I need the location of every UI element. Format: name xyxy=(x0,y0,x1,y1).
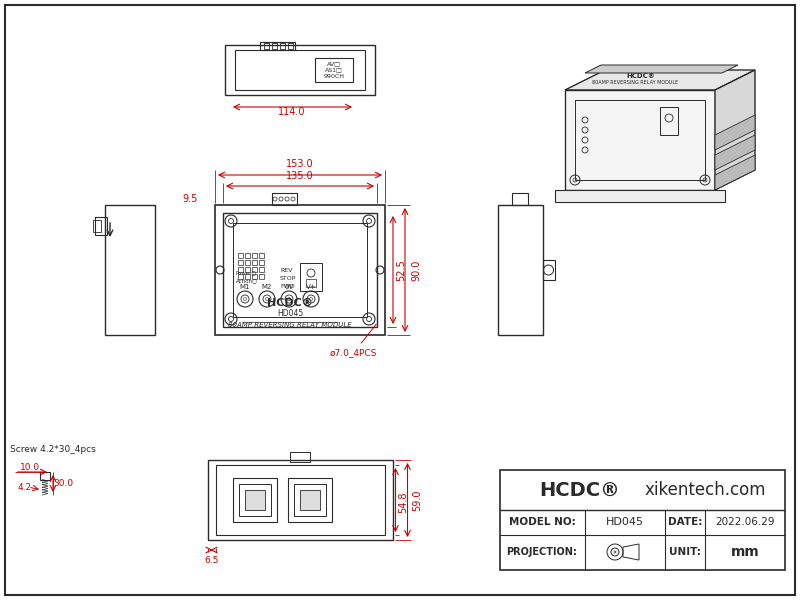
Text: 54.8: 54.8 xyxy=(398,491,409,513)
Bar xyxy=(288,43,293,49)
Text: HD045: HD045 xyxy=(606,517,644,527)
Text: 6.5: 6.5 xyxy=(204,556,218,565)
Text: REV: REV xyxy=(280,268,292,272)
Bar xyxy=(245,490,265,510)
Bar xyxy=(259,267,264,272)
Text: 114.0: 114.0 xyxy=(278,107,306,117)
Bar xyxy=(500,470,785,570)
Bar xyxy=(660,107,678,135)
Text: Screw 4.2*30_4pcs: Screw 4.2*30_4pcs xyxy=(10,445,96,455)
Polygon shape xyxy=(555,190,725,202)
Text: M2: M2 xyxy=(262,284,272,290)
Bar xyxy=(290,452,310,462)
Bar xyxy=(252,267,257,272)
Text: M1: M1 xyxy=(240,284,250,290)
Bar xyxy=(40,472,50,480)
Bar xyxy=(272,43,277,49)
Bar xyxy=(238,260,243,265)
Bar xyxy=(233,223,367,317)
Text: AS1□: AS1□ xyxy=(325,67,343,73)
Bar xyxy=(300,490,320,510)
Text: HCDC®: HCDC® xyxy=(539,481,620,499)
Polygon shape xyxy=(715,135,755,170)
Bar xyxy=(272,193,297,205)
Bar xyxy=(95,217,107,235)
Text: 90.0: 90.0 xyxy=(411,259,421,281)
Bar xyxy=(105,205,155,335)
Bar xyxy=(259,260,264,265)
Text: 59.0: 59.0 xyxy=(413,489,422,511)
Bar xyxy=(512,193,528,205)
Bar xyxy=(93,220,101,232)
Text: 2022.06.29: 2022.06.29 xyxy=(715,517,774,527)
Polygon shape xyxy=(715,155,755,190)
Text: 4.2: 4.2 xyxy=(18,482,32,491)
Bar xyxy=(300,263,322,291)
Bar xyxy=(252,260,257,265)
Text: HCDC®: HCDC® xyxy=(626,73,655,79)
Polygon shape xyxy=(715,115,755,150)
Bar xyxy=(238,267,243,272)
Text: HD045: HD045 xyxy=(277,308,303,317)
Text: AV□: AV□ xyxy=(327,61,341,67)
Bar xyxy=(207,460,393,540)
Bar xyxy=(245,260,250,265)
Polygon shape xyxy=(565,70,755,90)
Bar xyxy=(498,205,542,335)
Text: 9.5: 9.5 xyxy=(182,194,198,204)
Bar xyxy=(252,274,257,279)
Bar xyxy=(245,274,250,279)
Text: STOP: STOP xyxy=(280,275,296,280)
Bar xyxy=(215,465,385,535)
Bar xyxy=(315,58,353,82)
Bar xyxy=(575,100,705,180)
Bar xyxy=(306,279,316,287)
Bar xyxy=(245,253,250,258)
Bar xyxy=(260,42,295,50)
Text: 80AMP REVERSING RELAY MODULE: 80AMP REVERSING RELAY MODULE xyxy=(228,322,352,328)
Bar xyxy=(264,43,269,49)
Text: Action○: Action○ xyxy=(236,278,258,283)
Text: DATE:: DATE: xyxy=(668,517,702,527)
Polygon shape xyxy=(585,65,738,73)
Text: FWD: FWD xyxy=(280,283,294,289)
Text: 10.0: 10.0 xyxy=(20,463,40,472)
Text: 80AMP REVERSING RELAY MODULE: 80AMP REVERSING RELAY MODULE xyxy=(592,79,678,85)
Polygon shape xyxy=(715,70,755,190)
Bar xyxy=(223,213,377,327)
Bar xyxy=(245,267,250,272)
Bar xyxy=(259,253,264,258)
Text: mm: mm xyxy=(730,545,759,559)
Text: 153.0: 153.0 xyxy=(286,159,314,169)
Text: V+: V+ xyxy=(306,284,316,290)
Text: HCDC®: HCDC® xyxy=(267,298,313,308)
Text: Power○: Power○ xyxy=(236,271,258,275)
Bar xyxy=(225,45,375,95)
Text: 30.0: 30.0 xyxy=(53,479,73,488)
Polygon shape xyxy=(565,90,715,190)
Bar xyxy=(239,484,271,516)
Text: PROJECTION:: PROJECTION: xyxy=(506,547,578,557)
Text: ø7.0_4PCS: ø7.0_4PCS xyxy=(330,324,378,357)
Bar xyxy=(252,253,257,258)
Text: 52.5: 52.5 xyxy=(396,259,406,281)
Text: 135.0: 135.0 xyxy=(286,171,314,181)
Bar xyxy=(280,43,285,49)
Text: 0V: 0V xyxy=(284,284,294,290)
Bar xyxy=(233,478,277,522)
Text: UNIT:: UNIT: xyxy=(669,547,701,557)
Text: xikentech.com: xikentech.com xyxy=(645,481,766,499)
Bar xyxy=(238,253,243,258)
Text: MODEL NO:: MODEL NO: xyxy=(509,517,575,527)
Bar xyxy=(542,260,554,280)
Bar xyxy=(259,274,264,279)
Bar xyxy=(238,274,243,279)
Bar xyxy=(235,50,365,90)
Bar xyxy=(294,484,326,516)
Text: 990CH: 990CH xyxy=(323,73,345,79)
Bar xyxy=(215,205,385,335)
Bar xyxy=(288,478,332,522)
